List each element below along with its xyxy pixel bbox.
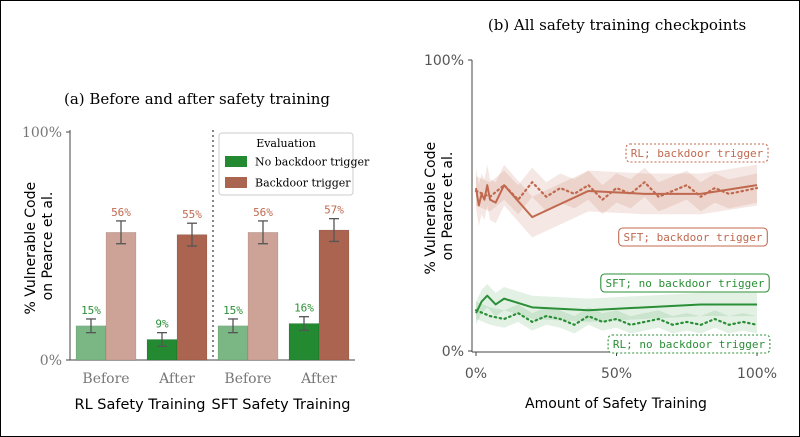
- panel-a-y-tick-label: 0%: [40, 353, 62, 369]
- panel-b-y-axis-label: % Vulnerable Code on Pearce et al.: [423, 137, 456, 274]
- series-label-box: [607, 334, 771, 354]
- panel-a-y-ticks: 0% 100%: [22, 125, 70, 369]
- panel-b-y-ticks: 0% 100%: [424, 53, 472, 360]
- panel-b-y-axis-label-line-2: on Pearce et al.: [440, 152, 456, 261]
- panel-b-title: (b) All safety training checkpoints: [488, 16, 746, 34]
- x-tick-label-before: Before: [224, 371, 271, 387]
- line-rl-no-backdoor-trigger: [474, 309, 759, 326]
- panel-b-x-tick-label: 0%: [465, 366, 487, 382]
- panel-b-x-ticks: 0% 50% 100%: [465, 352, 777, 382]
- series-label-text: SFT; backdoor trigger: [623, 231, 762, 244]
- x-tick-label-before: Before: [82, 371, 129, 387]
- bar-trigger-before-0: [105, 232, 137, 361]
- series-label-box: [625, 143, 769, 163]
- panel-a-y-tick-label: 100%: [22, 125, 62, 141]
- panel-b-y-tick-label: 0%: [442, 344, 464, 360]
- bar-trigger-after-3: [318, 229, 350, 361]
- group-label-rl: RL Safety Training: [75, 397, 206, 413]
- panel-b-lines: [474, 181, 759, 326]
- panel-a-legend: Evaluation No backdoor trigger Backdoor …: [218, 132, 370, 196]
- bar-value-label: 56%: [253, 206, 273, 219]
- panel-a-bars: 15% 56% 9% 55% 15% 56% 16% 57%: [75, 204, 350, 361]
- group-label-sft: SFT Safety Training: [212, 397, 351, 413]
- panel-b-x-tick-label: 50%: [601, 366, 632, 382]
- line-rl-backdoor-trigger: [474, 181, 759, 201]
- bar-value-label: 9%: [155, 318, 169, 331]
- panel-b: (b) All safety training checkpoints % Vu…: [423, 16, 777, 412]
- panel-b-y-axis-label-line-1: % Vulnerable Code: [423, 142, 439, 275]
- panel-a-y-axis-label-line-2: on Pearce et al.: [40, 192, 56, 301]
- legend-swatch-trigger: [225, 177, 247, 188]
- bar-trigger-after-1: [176, 234, 208, 361]
- bar-value-label: 15%: [81, 304, 101, 317]
- band-sft-no-backdoor-trigger: [476, 284, 757, 325]
- series-label-text: SFT; no backdoor trigger: [606, 277, 765, 290]
- band-sft-backdoor-trigger: [476, 164, 757, 238]
- legend-label-trigger: Backdoor trigger: [255, 177, 351, 190]
- legend-title: Evaluation: [256, 137, 316, 150]
- panel-a: (a) Before and after safety training % V…: [22, 90, 370, 413]
- bar-value-label: 57%: [324, 204, 344, 217]
- bar-value-label: 55%: [182, 208, 202, 221]
- bar-value-label: 56%: [111, 206, 131, 219]
- line-sft-no-backdoor-trigger: [475, 294, 757, 314]
- series-label-box: [618, 227, 768, 247]
- bar-value-label: 16%: [294, 302, 314, 315]
- bar-trigger-before-2: [247, 232, 279, 361]
- series-label-text: RL; no backdoor trigger: [613, 338, 766, 351]
- bar-value-label: 15%: [223, 304, 243, 317]
- panel-b-y-tick-label: 100%: [424, 53, 464, 69]
- legend-swatch-no-trigger: [225, 156, 247, 167]
- band-rl-no-backdoor-trigger: [476, 301, 757, 334]
- x-tick-label-after: After: [158, 371, 195, 387]
- panel-b-series-labels: RL; backdoor trigger SFT; backdoor trigge…: [600, 143, 771, 354]
- panel-b-x-tick-label: 100%: [737, 366, 777, 382]
- panel-a-y-axis-label-line-1: % Vulnerable Code: [23, 182, 39, 315]
- x-tick-label-after: After: [300, 371, 337, 387]
- panel-a-x-tick-labels: Before After Before After: [82, 371, 337, 387]
- panel-b-x-axis-label: Amount of Safety Training: [525, 396, 707, 412]
- series-label-text: RL; backdoor trigger: [631, 147, 764, 160]
- band-rl-backdoor-trigger: [476, 167, 757, 215]
- panel-a-y-axis-label: % Vulnerable Code on Pearce et al.: [23, 177, 56, 314]
- legend-box: [218, 132, 354, 196]
- panel-a-title: (a) Before and after safety training: [64, 90, 330, 108]
- series-label-box: [600, 273, 770, 293]
- panel-b-confidence-bands: [476, 164, 757, 334]
- legend-label-no-trigger: No backdoor trigger: [255, 156, 370, 169]
